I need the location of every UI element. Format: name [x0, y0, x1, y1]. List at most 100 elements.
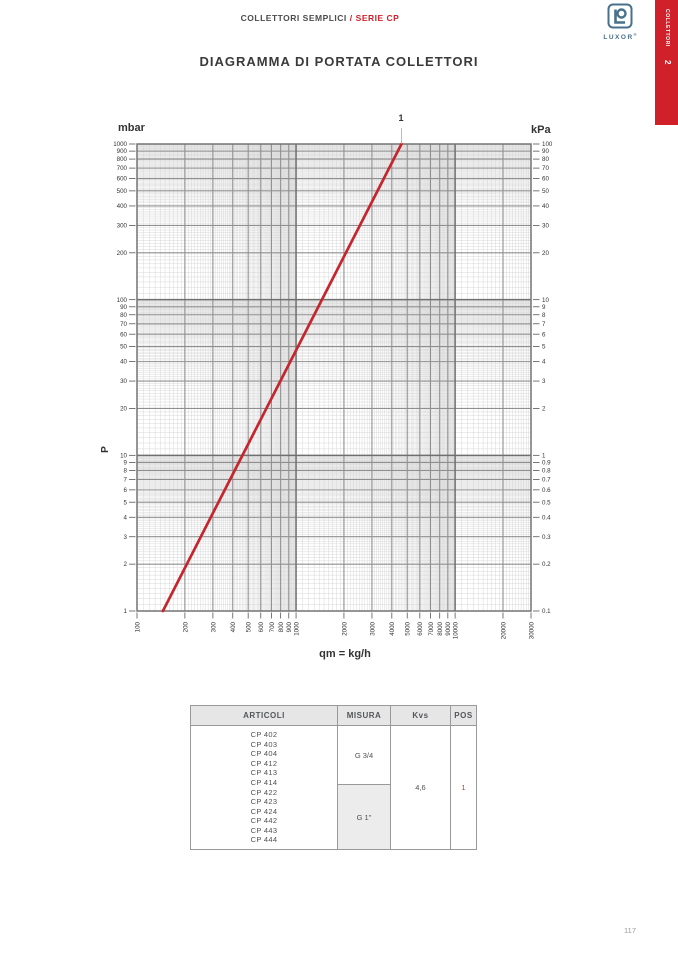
svg-text:300: 300 — [210, 621, 217, 632]
svg-text:0.6: 0.6 — [542, 487, 551, 494]
luxor-logo: LUXOR® — [599, 3, 641, 41]
svg-text:6: 6 — [542, 331, 546, 338]
svg-text:3: 3 — [542, 378, 546, 385]
svg-text:0.1: 0.1 — [542, 608, 551, 615]
flow-chart-canvas: 1000900800700600500400300200100908070605… — [113, 128, 553, 639]
svg-text:10000: 10000 — [453, 621, 460, 639]
svg-text:50: 50 — [120, 344, 127, 351]
y-right-unit-label: kPa — [531, 124, 551, 136]
svg-text:8000: 8000 — [437, 621, 444, 635]
column-header-misura: MISURA — [337, 706, 390, 725]
svg-text:500: 500 — [246, 621, 253, 632]
chapter-tab-number: 2 — [663, 60, 672, 65]
svg-text:0.5: 0.5 — [542, 499, 551, 506]
svg-text:7000: 7000 — [428, 621, 435, 635]
svg-text:2000: 2000 — [341, 621, 348, 635]
svg-text:1000: 1000 — [113, 141, 127, 148]
svg-text:7: 7 — [542, 321, 546, 328]
svg-text:80: 80 — [120, 312, 127, 319]
svg-text:300: 300 — [117, 222, 128, 229]
article-item: CP 414 — [250, 777, 278, 787]
svg-text:3: 3 — [124, 534, 128, 541]
article-item: CP 443 — [250, 825, 278, 835]
chapter-tab-label: COLLETTORI — [664, 9, 670, 47]
svg-text:40: 40 — [542, 203, 549, 210]
svg-text:8: 8 — [124, 468, 128, 475]
svg-text:6: 6 — [124, 487, 128, 494]
article-item: CP 413 — [250, 768, 278, 778]
table-body: CP 402 CP 403 CP 404 CP 412 CP 413 CP 414 CP 4… — [191, 726, 476, 849]
svg-text:90: 90 — [120, 304, 127, 311]
article-item: CP 422 — [250, 787, 278, 797]
svg-text:100: 100 — [542, 141, 553, 148]
svg-text:5000: 5000 — [405, 621, 412, 635]
svg-text:20: 20 — [120, 406, 127, 413]
breadcrumb: COLLETTORI SEMPLICI / SERIE CP — [0, 13, 640, 23]
article-item: CP 444 — [250, 835, 278, 845]
product-table: ARTICOLI MISURA Kvs POS CP 402 CP 403 CP 4… — [190, 705, 477, 850]
svg-text:2: 2 — [542, 406, 546, 413]
column-header-pos: POS — [450, 706, 476, 725]
svg-text:600: 600 — [258, 621, 265, 632]
svg-text:4000: 4000 — [389, 621, 396, 635]
svg-text:60: 60 — [120, 331, 127, 338]
svg-text:200: 200 — [117, 250, 128, 257]
luxor-brand: LUXOR — [603, 34, 634, 42]
svg-text:400: 400 — [230, 621, 237, 632]
svg-text:40: 40 — [120, 359, 127, 366]
svg-text:0.4: 0.4 — [542, 514, 551, 521]
svg-text:4: 4 — [124, 514, 128, 521]
svg-text:1: 1 — [124, 608, 128, 615]
article-item: CP 442 — [250, 816, 278, 826]
chapter-tab: COLLETTORI 2 — [655, 0, 678, 125]
svg-text:900: 900 — [286, 621, 293, 632]
article-item: CP 402 — [250, 729, 278, 739]
luxor-logo-text: LUXOR® — [599, 32, 641, 41]
y-left-unit-label: mbar — [118, 122, 145, 134]
svg-text:100: 100 — [117, 297, 128, 304]
svg-text:1: 1 — [542, 452, 546, 459]
svg-text:10: 10 — [542, 297, 549, 304]
misura-g34-cell: G 3/4 — [354, 750, 374, 760]
luxor-logo-icon — [607, 3, 633, 29]
breadcrumb-series: SERIE CP — [355, 13, 400, 23]
svg-text:3000: 3000 — [369, 621, 376, 635]
article-item: CP 404 — [250, 749, 278, 759]
svg-text:9: 9 — [124, 460, 128, 467]
pos-value-cell: 1 — [450, 726, 476, 849]
svg-text:9: 9 — [542, 304, 546, 311]
page-number: 117 — [624, 926, 636, 935]
svg-text:9000: 9000 — [445, 621, 452, 635]
svg-text:0.8: 0.8 — [542, 468, 551, 475]
table-header-row: ARTICOLI MISURA Kvs POS — [191, 706, 476, 726]
svg-text:20: 20 — [542, 250, 549, 257]
registered-mark: ® — [633, 32, 637, 37]
svg-text:0.3: 0.3 — [542, 534, 551, 541]
svg-text:1000: 1000 — [293, 621, 300, 635]
svg-text:70: 70 — [542, 165, 549, 172]
chapter-tab-inner: COLLETTORI 2 — [655, 0, 678, 125]
curve-label: 1 — [398, 113, 404, 123]
y-axis-label: P — [99, 446, 111, 453]
misura-g1-cell: G 1" — [338, 784, 390, 849]
article-item: CP 423 — [250, 797, 278, 807]
article-item: CP 403 — [250, 739, 278, 749]
page-title: DIAGRAMMA DI PORTATA COLLETTORI — [199, 54, 479, 69]
breadcrumb-section: COLLETTORI SEMPLICI — [240, 13, 347, 23]
svg-text:500: 500 — [117, 188, 128, 195]
svg-text:0.9: 0.9 — [542, 460, 551, 467]
articles-list: CP 402 CP 403 CP 404 CP 412 CP 413 CP 414 CP 4… — [191, 726, 337, 849]
article-item: CP 424 — [250, 806, 278, 816]
svg-text:5: 5 — [542, 344, 546, 351]
svg-text:7: 7 — [124, 477, 128, 484]
svg-text:30: 30 — [542, 222, 549, 229]
svg-text:0.2: 0.2 — [542, 561, 551, 568]
svg-text:200: 200 — [182, 621, 189, 632]
svg-text:8: 8 — [542, 312, 546, 319]
svg-text:2: 2 — [124, 561, 128, 568]
svg-text:700: 700 — [269, 621, 276, 632]
misura-column: G 3/4 G 1" — [337, 726, 390, 849]
breadcrumb-separator: / — [349, 13, 353, 23]
svg-text:800: 800 — [117, 156, 128, 163]
